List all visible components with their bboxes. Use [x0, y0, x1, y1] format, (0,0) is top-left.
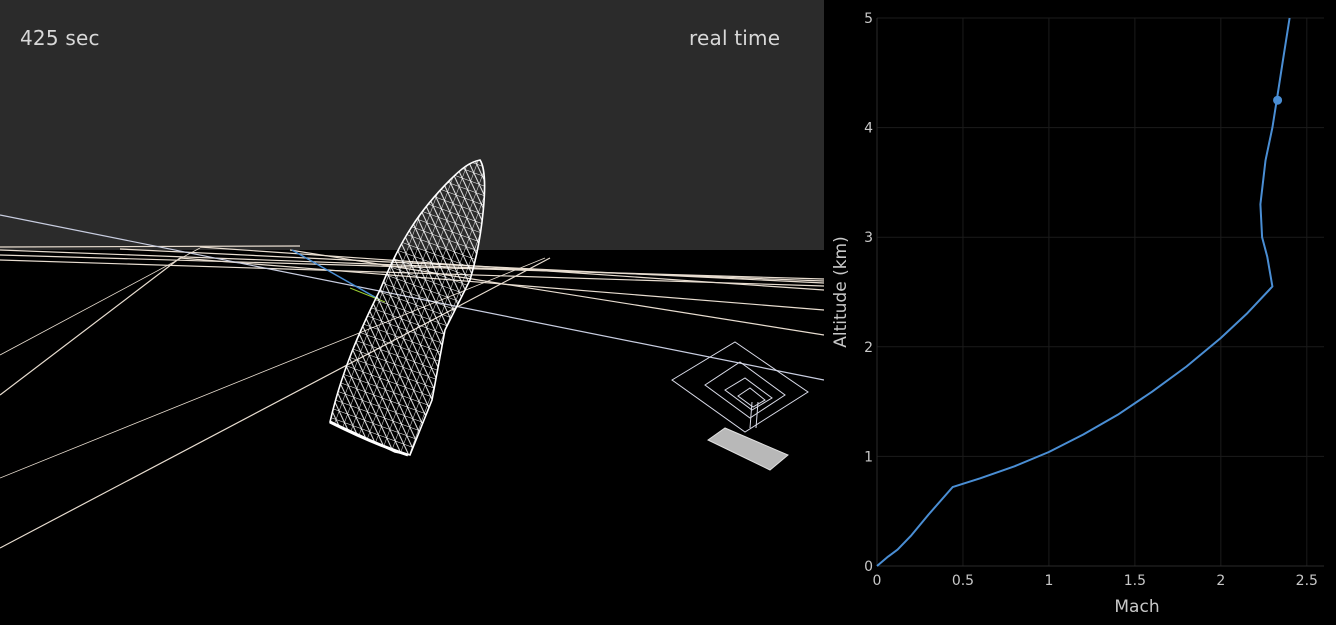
sky-background [0, 0, 824, 250]
y-tick-label: 2 [864, 340, 873, 356]
time-readout: 425 sec [20, 26, 100, 50]
chart-svg: 0 0.5 1 1.5 2 2.5 0 1 2 3 4 5 Mach Altitude (km) [831, 11, 1324, 617]
scene-canvas[interactable] [0, 0, 824, 625]
landing-pad-wireframe [671, 341, 809, 471]
trajectory-line [291, 249, 381, 301]
rocket-wireframe [329, 159, 486, 457]
current-position-marker [1273, 95, 1283, 105]
x-tick-label: 2.5 [1296, 573, 1318, 589]
y-tick-label: 0 [864, 559, 873, 575]
playback-speed-label[interactable]: real time [689, 26, 781, 50]
chart-series [876, 17, 1291, 567]
x-tick-label: 0.5 [952, 573, 974, 589]
mach-altitude-chart: 0 0.5 1 1.5 2 2.5 0 1 2 3 4 5 Mach Altitude (km) [824, 0, 1336, 625]
y-tick-label: 3 [864, 230, 873, 246]
chart-grid [877, 17, 1324, 566]
y-tick-label: 1 [864, 449, 873, 465]
y-axis-title: Altitude (km) [831, 236, 851, 348]
chart-axes [876, 18, 1324, 567]
y-tick-label: 5 [864, 11, 873, 27]
x-tick-labels: 0 0.5 1 1.5 2 2.5 [873, 573, 1318, 589]
y-tick-label: 4 [864, 121, 873, 137]
x-tick-label: 0 [873, 573, 882, 589]
mach-altitude-line [876, 17, 1291, 567]
x-tick-label: 2 [1216, 573, 1225, 589]
x-tick-label: 1.5 [1124, 573, 1146, 589]
x-axis-title: Mach [1114, 597, 1159, 617]
3d-viewport[interactable]: 425 sec real time [0, 0, 824, 625]
y-tick-labels: 0 1 2 3 4 5 [864, 11, 873, 575]
x-tick-label: 1 [1044, 573, 1053, 589]
